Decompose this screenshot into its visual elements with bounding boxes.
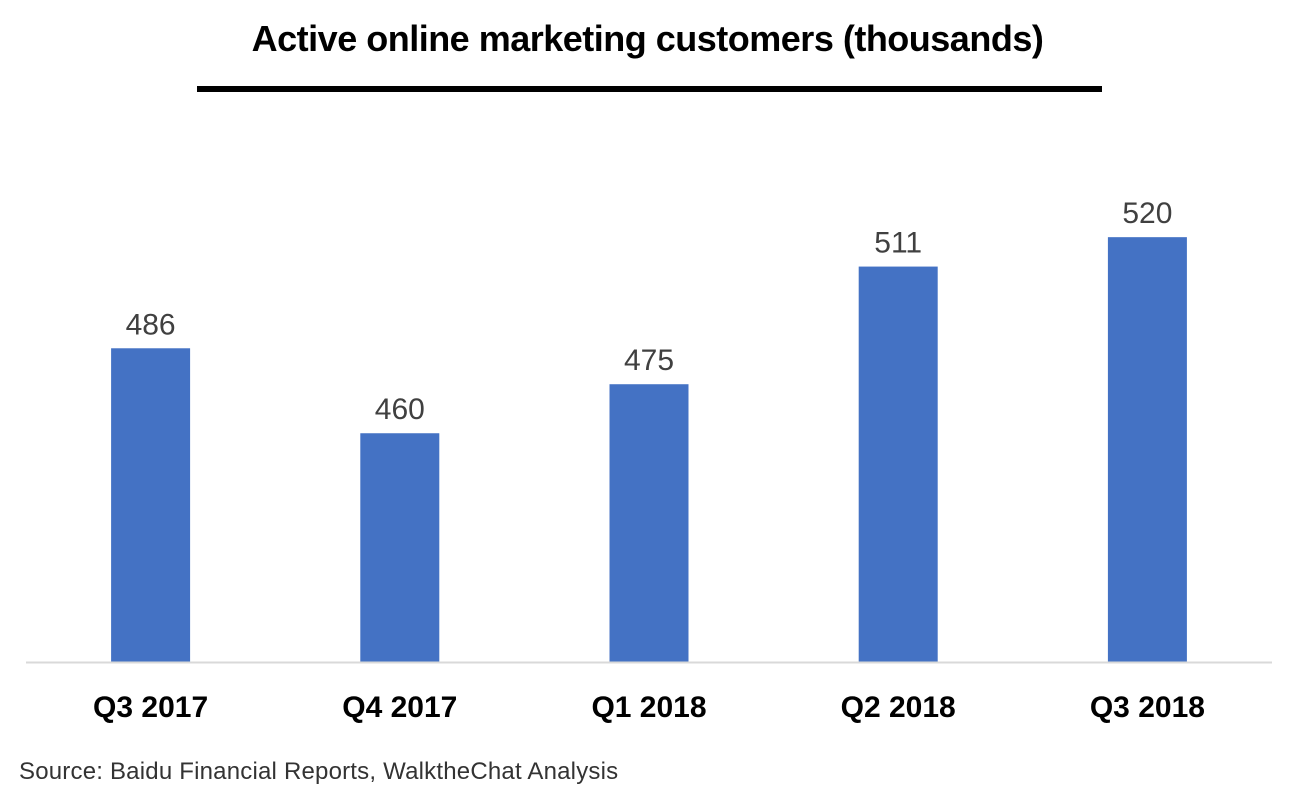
x-tick-label: Q3 2017 [93, 691, 208, 724]
x-tick-label: Q2 2018 [841, 691, 956, 724]
data-label: 460 [375, 393, 425, 426]
bar-q1-2018 [609, 384, 689, 662]
bars-layer [111, 237, 1187, 662]
title-underline [197, 86, 1102, 92]
bar-q2-2018 [858, 266, 938, 662]
source-note: Source: Baidu Financial Reports, Walkthe… [19, 758, 619, 785]
chart-title: Active online marketing customers (thous… [251, 18, 1044, 59]
data-label: 475 [624, 344, 674, 377]
bar-q3-2017 [111, 348, 191, 662]
x-tick-label: Q4 2017 [342, 691, 457, 724]
x-tick-label: Q3 2018 [1090, 691, 1205, 724]
x-tick-label: Q1 2018 [591, 691, 706, 724]
data-label: 486 [126, 308, 176, 341]
labels-layer: 486 Q3 2017 460 Q4 2017 475 Q1 2018 511 Q2 2018… [93, 197, 1205, 724]
bar-q3-2018 [1107, 237, 1187, 662]
data-label: 511 [874, 227, 922, 260]
data-label: 520 [1122, 197, 1172, 230]
bar-q4-2017 [360, 433, 440, 662]
